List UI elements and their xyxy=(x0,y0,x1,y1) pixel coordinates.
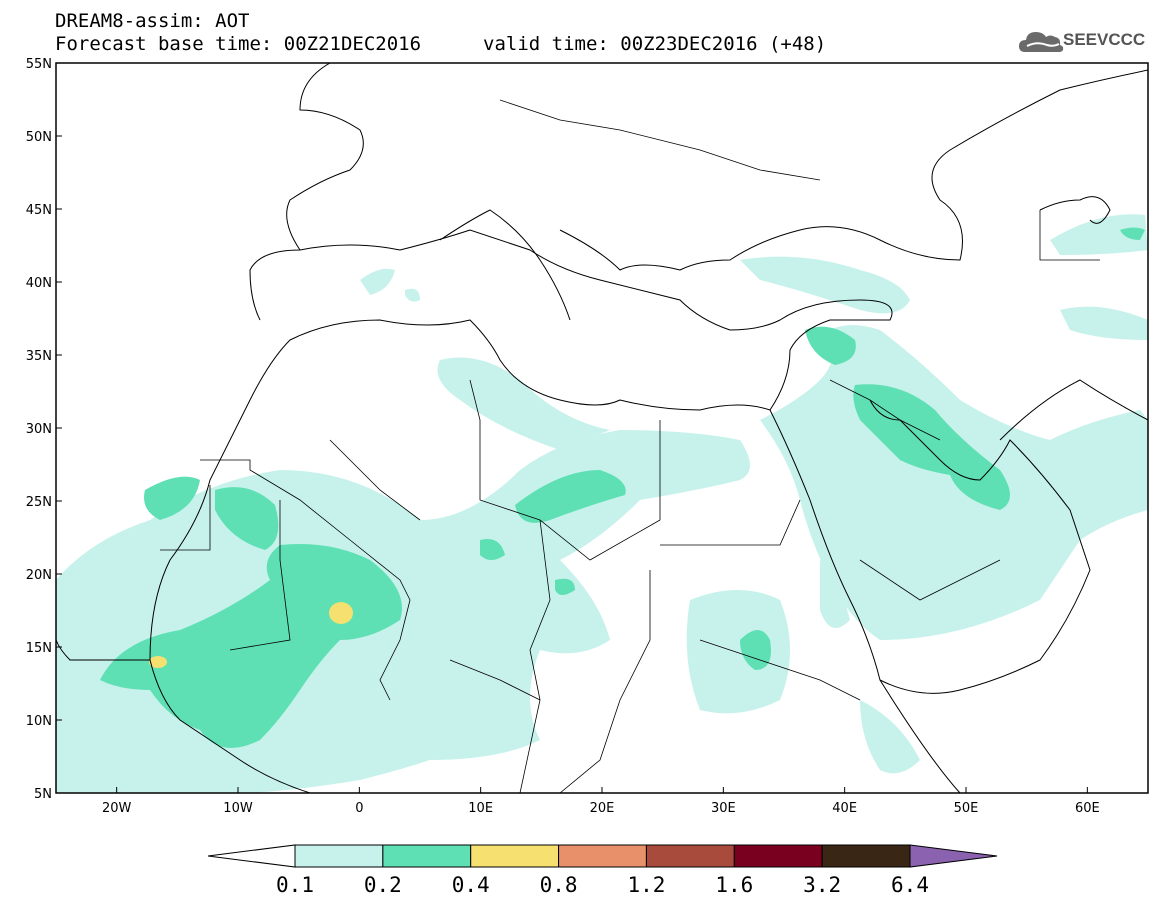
colorbar-segment xyxy=(645,844,735,868)
colorbar-label: 3.2 xyxy=(803,873,841,897)
colorbar-segment xyxy=(821,844,911,868)
colorbar-label: 0.1 xyxy=(276,873,314,897)
lat-tick-label: 50N xyxy=(26,130,52,145)
forecast-base-time: Forecast base time: 00Z21DEC2016 xyxy=(55,33,422,55)
longitude-axis: 20W 10W 0 10E 20E 30E 40E 50E 60E xyxy=(102,787,1100,816)
colorbar-segment xyxy=(733,844,823,868)
cloud-icon xyxy=(1019,32,1064,52)
lon-tick-label: 0 xyxy=(355,801,363,816)
lon-tick-label: 10W xyxy=(223,801,253,816)
colorbar-segment xyxy=(558,844,647,868)
aot-contours xyxy=(56,214,1148,793)
valid-time: valid time: 00Z23DEC2016 (+48) xyxy=(483,33,827,55)
colorbar-segment xyxy=(470,844,560,868)
colorbar-label: 0.2 xyxy=(364,873,402,897)
lat-tick-label: 45N xyxy=(26,203,52,218)
lon-tick-label: 40E xyxy=(832,801,857,816)
lat-tick-label: 30N xyxy=(26,422,52,437)
map-title: DREAM8-assim: AOT xyxy=(55,10,250,32)
lon-tick-label: 20W xyxy=(102,801,132,816)
colorbar-label: 0.4 xyxy=(452,873,490,897)
lat-tick-label: 55N xyxy=(26,57,52,72)
lat-tick-label: 10N xyxy=(26,714,52,729)
country-borders xyxy=(160,99,1100,793)
lat-tick-label: 35N xyxy=(26,349,52,364)
aot-band-0.4 xyxy=(149,602,353,668)
lat-tick-label: 40N xyxy=(26,276,52,291)
colorbar-segment xyxy=(382,844,472,868)
logo-text: SEEVCCC xyxy=(1063,30,1146,49)
coastlines xyxy=(56,63,1148,793)
latitude-axis: 55N 50N 45N 40N 35N 30N 25N 20N 15N 10N 5N xyxy=(26,57,62,802)
colorbar-label: 6.4 xyxy=(891,873,929,897)
colorbar-label: 1.2 xyxy=(627,873,665,897)
lon-tick-label: 30E xyxy=(711,801,736,816)
colorbar-segment xyxy=(909,844,998,868)
lon-tick-label: 50E xyxy=(954,801,979,816)
lat-tick-label: 5N xyxy=(34,787,52,802)
lat-tick-label: 15N xyxy=(26,641,52,656)
colorbar-segment xyxy=(207,844,296,868)
aot-colorbar: 0.1 0.2 0.4 0.8 1.2 1.6 3.2 6.4 xyxy=(207,844,998,897)
lon-tick-label: 10E xyxy=(468,801,493,816)
colorbar-label: 1.6 xyxy=(715,873,753,897)
lat-tick-label: 25N xyxy=(26,495,52,510)
lat-tick-label: 20N xyxy=(26,568,52,583)
colorbar-segment xyxy=(294,844,384,868)
colorbar-label: 0.8 xyxy=(540,873,578,897)
lon-tick-label: 20E xyxy=(590,801,615,816)
lon-tick-label: 60E xyxy=(1075,801,1100,816)
